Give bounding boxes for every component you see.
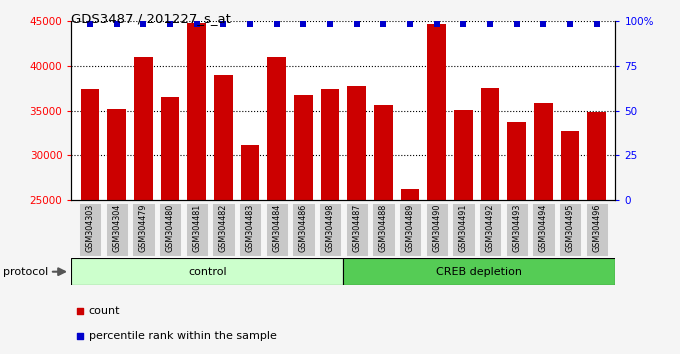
- Point: [74, 308, 85, 314]
- Point: [352, 21, 362, 27]
- FancyBboxPatch shape: [212, 203, 235, 256]
- FancyBboxPatch shape: [79, 203, 101, 256]
- FancyBboxPatch shape: [319, 203, 341, 256]
- Point: [538, 21, 549, 27]
- Text: percentile rank within the sample: percentile rank within the sample: [89, 331, 277, 341]
- Text: GSM304479: GSM304479: [139, 204, 148, 252]
- Text: GSM304304: GSM304304: [112, 204, 121, 252]
- Bar: [428, 24, 446, 200]
- Bar: [267, 57, 286, 200]
- Point: [84, 21, 95, 27]
- Point: [431, 21, 442, 27]
- Point: [165, 21, 175, 27]
- Bar: [107, 109, 126, 200]
- FancyBboxPatch shape: [585, 203, 608, 256]
- FancyBboxPatch shape: [345, 203, 368, 256]
- FancyBboxPatch shape: [426, 203, 448, 256]
- FancyBboxPatch shape: [159, 203, 182, 256]
- Point: [458, 21, 469, 27]
- FancyBboxPatch shape: [343, 258, 615, 285]
- Text: count: count: [89, 306, 120, 316]
- Text: GSM304486: GSM304486: [299, 204, 308, 252]
- Point: [112, 21, 122, 27]
- Bar: [588, 112, 606, 200]
- Text: GSM304484: GSM304484: [272, 204, 282, 252]
- Point: [74, 333, 85, 339]
- Bar: [160, 97, 180, 200]
- Bar: [241, 145, 259, 200]
- Text: control: control: [188, 267, 226, 277]
- Text: GSM304483: GSM304483: [245, 204, 254, 252]
- Text: GSM304482: GSM304482: [219, 204, 228, 252]
- FancyBboxPatch shape: [479, 203, 501, 256]
- Text: CREB depletion: CREB depletion: [437, 267, 522, 277]
- Point: [218, 21, 229, 27]
- Point: [564, 21, 575, 27]
- Bar: [134, 57, 153, 200]
- FancyBboxPatch shape: [71, 258, 343, 285]
- Bar: [321, 89, 339, 200]
- Bar: [347, 86, 366, 200]
- Text: GSM304492: GSM304492: [486, 204, 494, 252]
- Bar: [507, 122, 526, 200]
- FancyBboxPatch shape: [452, 203, 475, 256]
- Text: GSM304498: GSM304498: [326, 204, 335, 252]
- FancyBboxPatch shape: [186, 203, 208, 256]
- Point: [191, 21, 202, 27]
- Text: GDS3487 / 201227_s_at: GDS3487 / 201227_s_at: [71, 12, 231, 25]
- Bar: [214, 75, 233, 200]
- Point: [245, 21, 256, 27]
- Bar: [294, 95, 313, 200]
- Point: [298, 21, 309, 27]
- Text: GSM304495: GSM304495: [566, 204, 575, 252]
- Text: protocol: protocol: [3, 267, 49, 277]
- Text: GSM304490: GSM304490: [432, 204, 441, 252]
- Text: GSM304488: GSM304488: [379, 204, 388, 252]
- Bar: [561, 131, 579, 200]
- Text: GSM304303: GSM304303: [86, 204, 95, 252]
- Text: GSM304493: GSM304493: [512, 204, 522, 252]
- Point: [138, 21, 149, 27]
- Text: GSM304481: GSM304481: [192, 204, 201, 252]
- FancyBboxPatch shape: [372, 203, 394, 256]
- Bar: [454, 110, 473, 200]
- FancyBboxPatch shape: [105, 203, 128, 256]
- Text: GSM304480: GSM304480: [165, 204, 175, 252]
- Text: GSM304491: GSM304491: [459, 204, 468, 252]
- Point: [485, 21, 496, 27]
- FancyBboxPatch shape: [559, 203, 581, 256]
- Bar: [534, 103, 553, 200]
- Bar: [401, 189, 420, 200]
- FancyBboxPatch shape: [532, 203, 555, 256]
- Bar: [81, 89, 99, 200]
- Text: GSM304496: GSM304496: [592, 204, 601, 252]
- Point: [378, 21, 389, 27]
- FancyBboxPatch shape: [505, 203, 528, 256]
- Text: GSM304487: GSM304487: [352, 204, 361, 252]
- Bar: [188, 23, 206, 200]
- Bar: [374, 105, 393, 200]
- Point: [592, 21, 602, 27]
- Bar: [481, 88, 499, 200]
- Text: GSM304494: GSM304494: [539, 204, 548, 252]
- FancyBboxPatch shape: [239, 203, 261, 256]
- Point: [271, 21, 282, 27]
- FancyBboxPatch shape: [132, 203, 154, 256]
- Point: [324, 21, 335, 27]
- FancyBboxPatch shape: [399, 203, 422, 256]
- Point: [405, 21, 415, 27]
- Point: [511, 21, 522, 27]
- FancyBboxPatch shape: [265, 203, 288, 256]
- Text: GSM304489: GSM304489: [405, 204, 415, 252]
- FancyBboxPatch shape: [292, 203, 315, 256]
